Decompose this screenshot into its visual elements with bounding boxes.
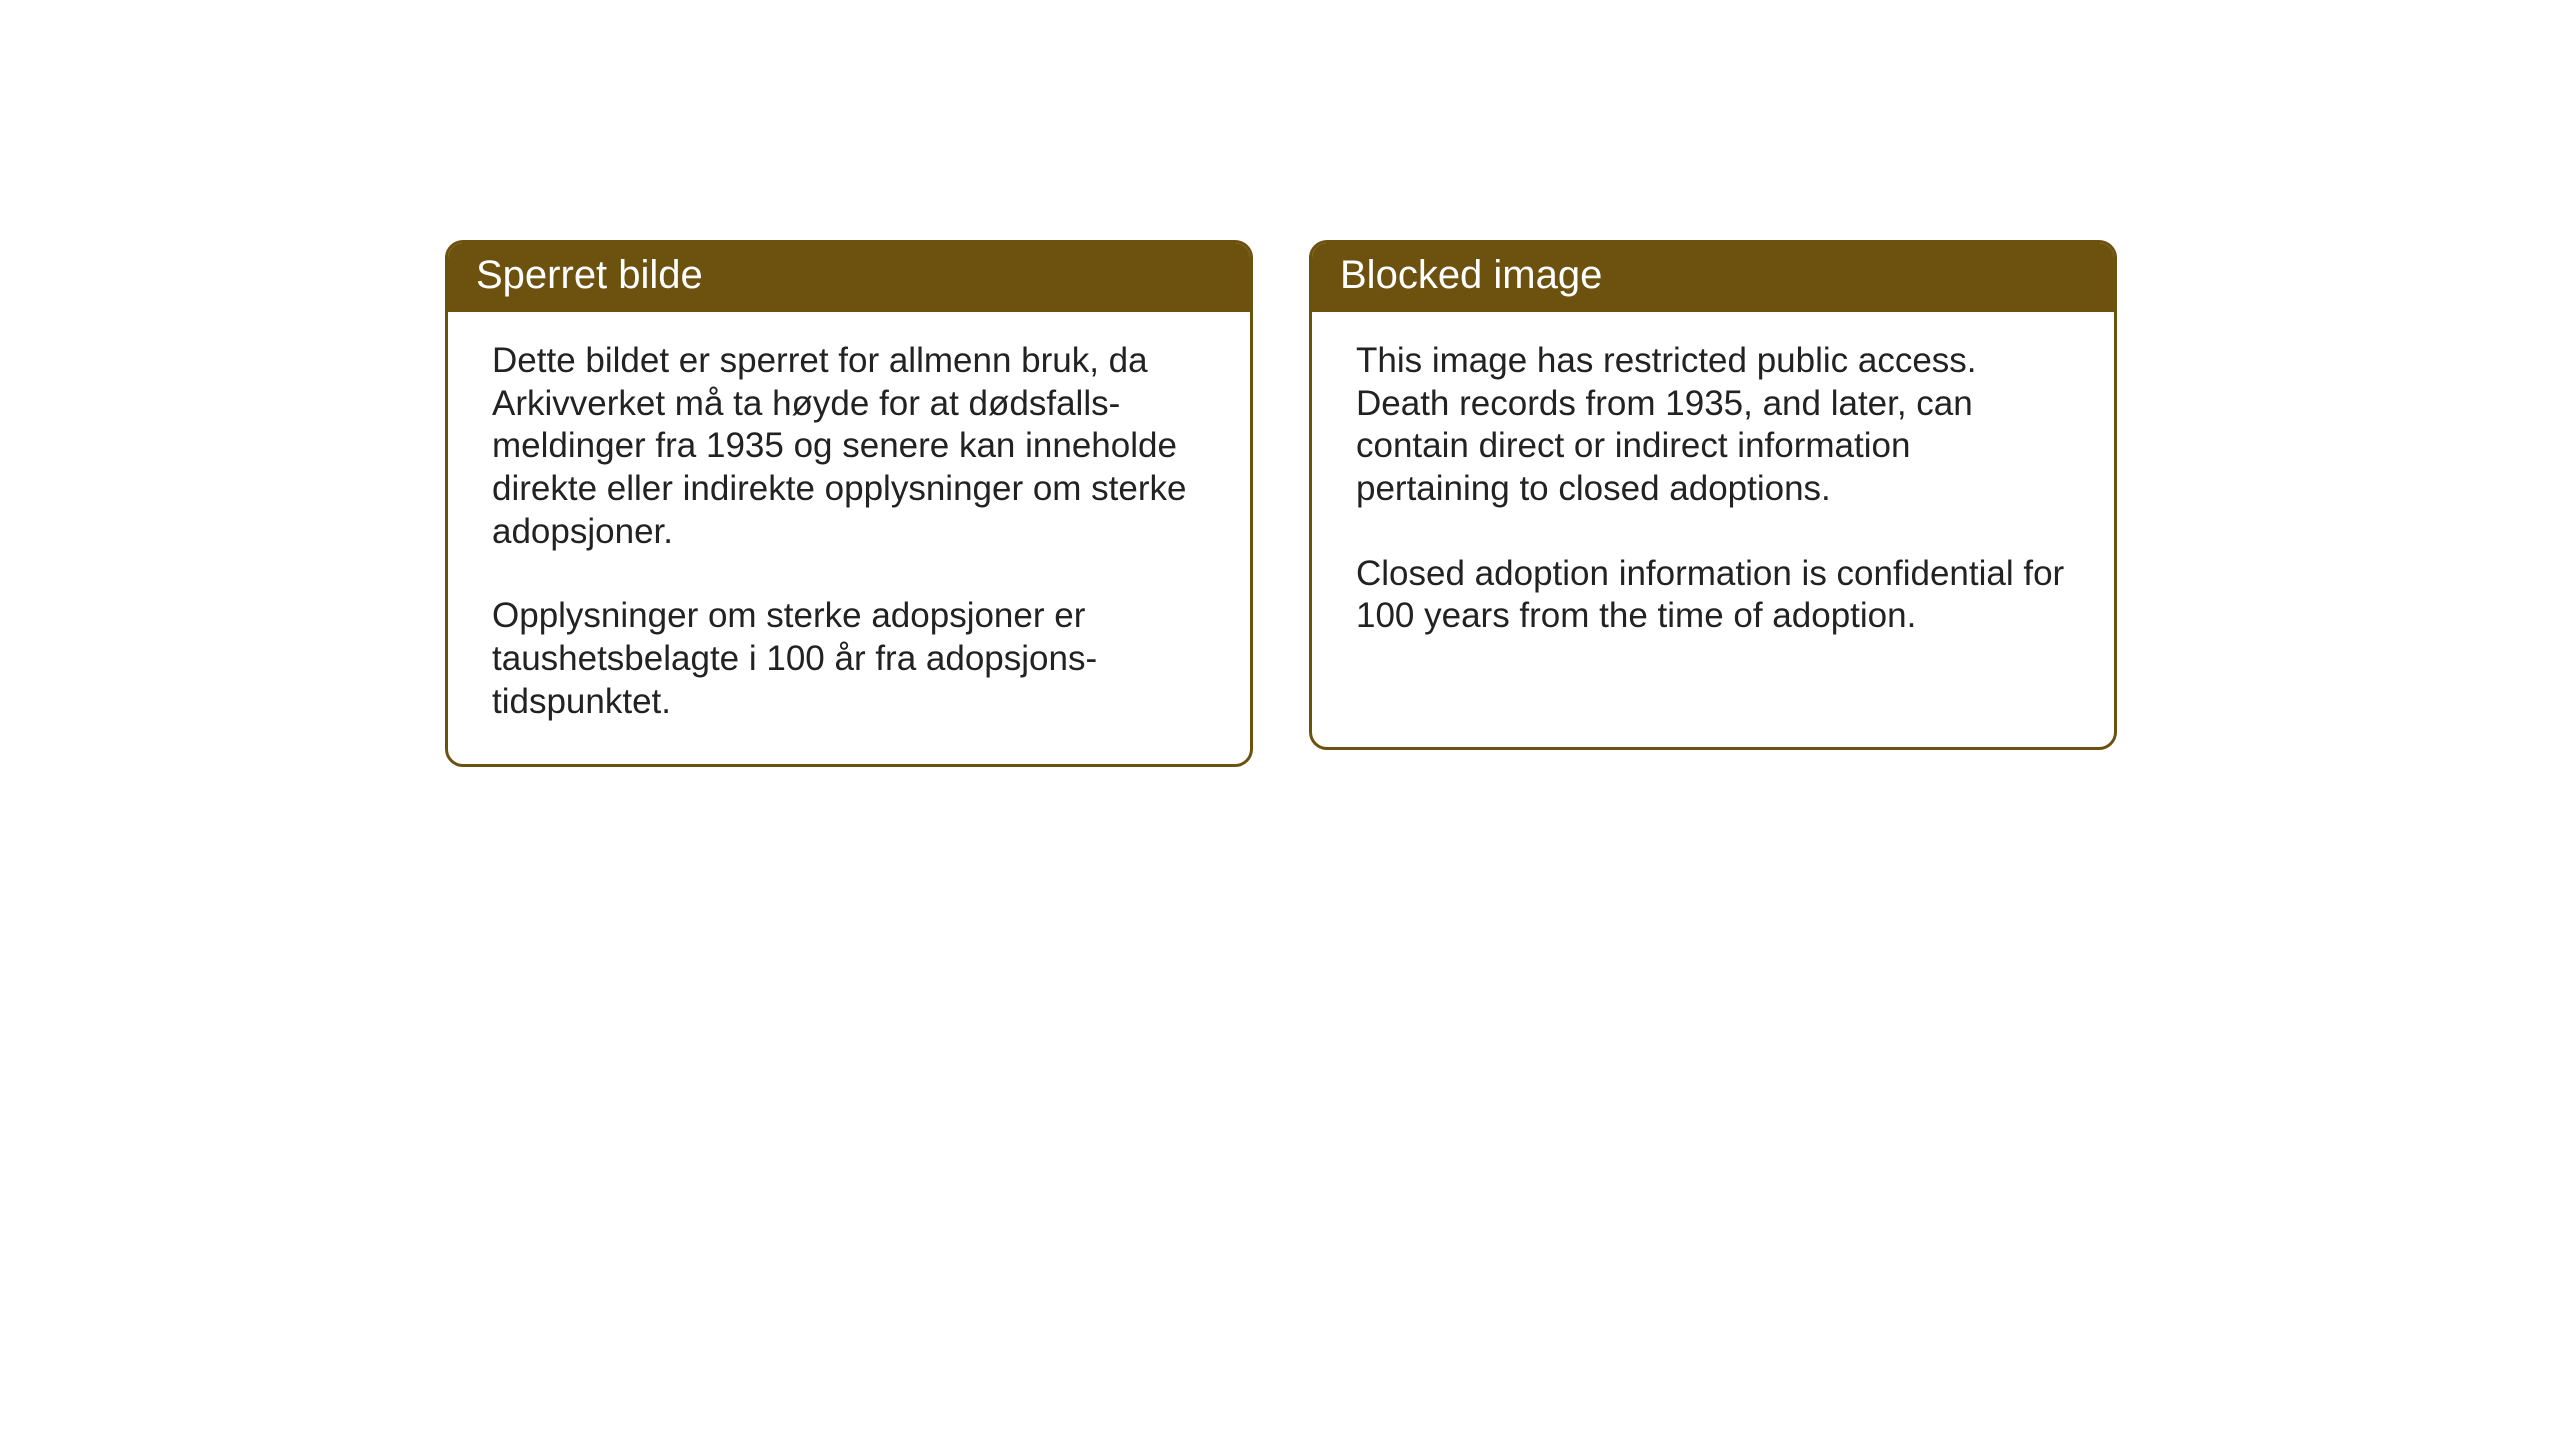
- card-norwegian: Sperret bilde Dette bildet er sperret fo…: [445, 240, 1253, 767]
- cards-container: Sperret bilde Dette bildet er sperret fo…: [0, 0, 2560, 767]
- card-body-english: This image has restricted public access.…: [1312, 312, 2114, 678]
- card-para1-norwegian: Dette bildet er sperret for allmenn bruk…: [492, 340, 1206, 553]
- card-para2-norwegian: Opplysninger om sterke adopsjoner er tau…: [492, 595, 1206, 723]
- card-english: Blocked image This image has restricted …: [1309, 240, 2117, 750]
- card-para2-english: Closed adoption information is confident…: [1356, 553, 2070, 638]
- card-para1-english: This image has restricted public access.…: [1356, 340, 2070, 511]
- card-header-english: Blocked image: [1312, 243, 2114, 312]
- card-header-norwegian: Sperret bilde: [448, 243, 1250, 312]
- card-body-norwegian: Dette bildet er sperret for allmenn bruk…: [448, 312, 1250, 764]
